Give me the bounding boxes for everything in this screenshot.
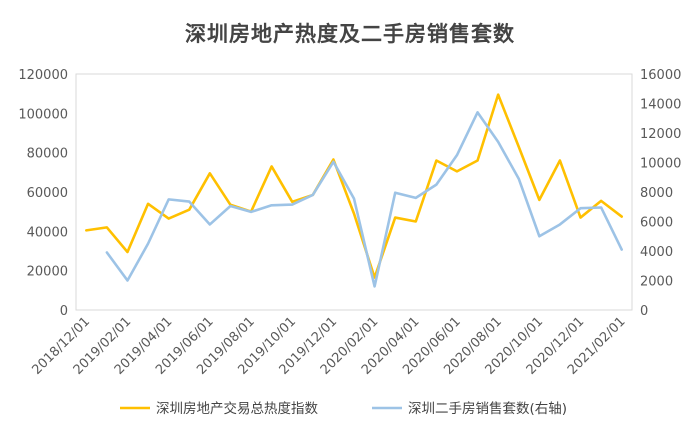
x-axis: 2018/12/012019/02/012019/04/012019/06/01… — [30, 314, 629, 378]
y-right-tick-label: 4000 — [640, 245, 673, 260]
y-right-tick-label: 2000 — [640, 275, 673, 290]
legend-label-2: 深圳二手房销售套数(右轴) — [408, 401, 567, 417]
chart-title: 深圳房地产热度及二手房销售套数 — [185, 22, 515, 46]
legend: 深圳房地产交易总热度指数 深圳二手房销售套数(右轴) — [120, 400, 567, 417]
y-left-tick-label: 20000 — [27, 265, 68, 280]
series-line-1 — [85, 93, 623, 279]
y-right-tick-label: 12000 — [640, 127, 681, 142]
y-left-tick-label: 60000 — [27, 186, 68, 201]
y-left-tick-label: 120000 — [18, 68, 68, 83]
y-right-tick-label: 0 — [640, 304, 648, 319]
y-left-tick-label: 100000 — [18, 107, 68, 122]
y-left-tick-label: 80000 — [27, 147, 68, 162]
plot-area-frame — [75, 73, 633, 311]
legend-label-1: 深圳房地产交易总热度指数 — [156, 400, 318, 417]
y-right-tick-label: 8000 — [640, 186, 673, 201]
y-right-tick-label: 6000 — [640, 216, 673, 231]
y-axis-right: 0 2000 4000 6000 8000 10000 12000 14000 16000 — [640, 68, 681, 319]
y-left-tick-label: 0 — [60, 304, 68, 319]
y-right-tick-label: 16000 — [640, 68, 681, 83]
y-right-tick-label: 10000 — [640, 157, 681, 172]
series-line-2 — [105, 111, 623, 288]
y-left-tick-label: 40000 — [27, 225, 68, 240]
y-right-tick-label: 14000 — [640, 98, 681, 113]
y-axis-left: 0 20000 40000 60000 80000 100000 120000 — [18, 68, 68, 319]
series-layer — [85, 93, 623, 288]
